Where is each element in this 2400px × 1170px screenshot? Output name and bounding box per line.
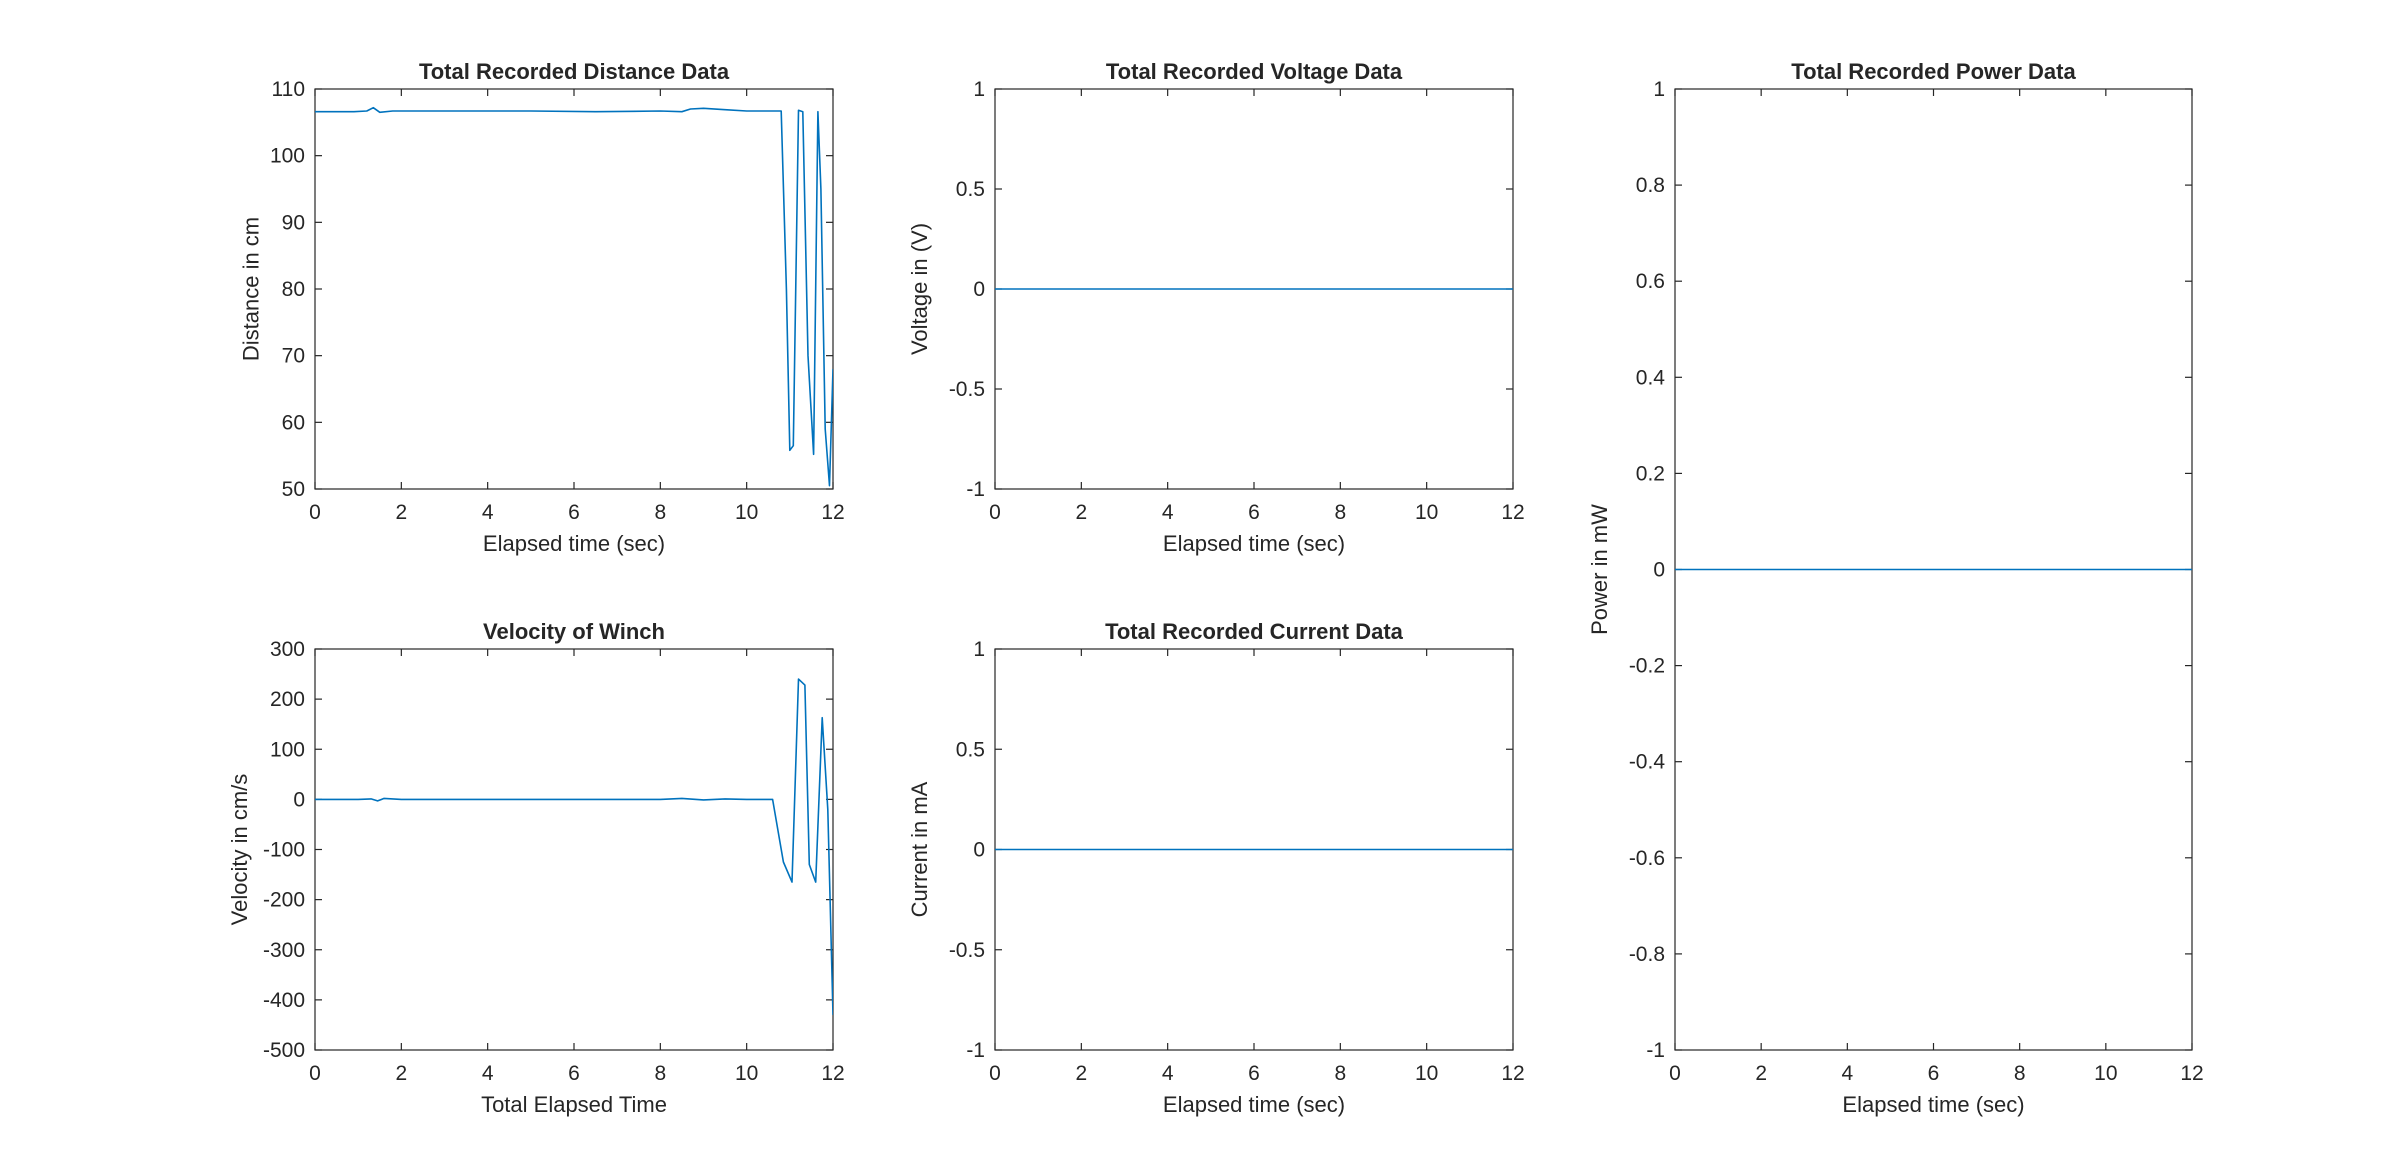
distance-y-tick-label: 70 xyxy=(282,345,305,368)
velocity-chart: 0 2 4 6 8 10 12 -500 -400 -300 -200 -100 0 100 200 300 V… xyxy=(227,619,845,1117)
velocity-x-tick-label: 2 xyxy=(395,1062,407,1085)
power-y-tick-label: -0.8 xyxy=(1629,943,1665,966)
power-y-axis-label: Power in mW xyxy=(1587,504,1612,635)
distance-y-tick-label: 100 xyxy=(270,145,305,168)
current-y-tick-label: 0 xyxy=(973,839,985,862)
power-x-tick-label: 8 xyxy=(2014,1062,2026,1085)
distance-x-tick-label: 2 xyxy=(395,501,407,524)
current-x-tick-label: 8 xyxy=(1334,1062,1346,1085)
velocity-y-tick-label: -400 xyxy=(263,989,305,1012)
velocity-x-tick-label: 0 xyxy=(309,1062,321,1085)
voltage-x-tick-label: 6 xyxy=(1248,501,1260,524)
power-y-tick-label: -0.2 xyxy=(1629,655,1665,678)
distance-y-tick-label: 110 xyxy=(272,78,305,101)
velocity-y-tick-label: -100 xyxy=(263,839,305,862)
power-x-tick-label: 6 xyxy=(1928,1062,1940,1085)
power-x-tick-label: 10 xyxy=(2094,1062,2117,1085)
current-x-tick-label: 10 xyxy=(1415,1062,1438,1085)
voltage-chart-title: Total Recorded Voltage Data xyxy=(1106,59,1403,84)
current-x-tick-label: 12 xyxy=(1501,1062,1524,1085)
voltage-x-tick-label: 10 xyxy=(1415,501,1438,524)
distance-y-tick-label: 80 xyxy=(282,278,305,301)
velocity-x-tick-label: 4 xyxy=(482,1062,494,1085)
voltage-y-tick-label: 1 xyxy=(973,78,985,101)
power-y-tick-label: -1 xyxy=(1646,1039,1665,1062)
current-x-tick-label: 0 xyxy=(989,1062,1001,1085)
distance-x-tick-label: 12 xyxy=(821,501,844,524)
current-y-axis-label: Current in mA xyxy=(907,781,932,917)
distance-x-tick-label: 4 xyxy=(482,501,494,524)
voltage-y-tick-label: 0 xyxy=(973,278,985,301)
voltage-y-tick-label: -0.5 xyxy=(949,378,985,401)
voltage-x-axis-label: Elapsed time (sec) xyxy=(1163,531,1345,556)
velocity-plot-area xyxy=(314,648,834,1051)
power-x-tick-label: 0 xyxy=(1669,1062,1681,1085)
distance-x-tick-label: 8 xyxy=(654,501,666,524)
current-x-tick-label: 2 xyxy=(1075,1062,1087,1085)
power-chart-title: Total Recorded Power Data xyxy=(1791,59,2076,84)
current-y-tick-label: -0.5 xyxy=(949,939,985,962)
distance-x-tick-label: 10 xyxy=(735,501,758,524)
current-x-tick-label: 4 xyxy=(1162,1062,1174,1085)
power-x-tick-label: 2 xyxy=(1755,1062,1767,1085)
current-y-tick-label: 1 xyxy=(973,638,985,661)
velocity-x-tick-label: 6 xyxy=(568,1062,580,1085)
velocity-y-tick-label: -300 xyxy=(263,939,305,962)
velocity-y-tick-label: -200 xyxy=(263,889,305,912)
distance-y-tick-label: 60 xyxy=(282,411,305,434)
power-x-tick-label: 4 xyxy=(1841,1062,1853,1085)
voltage-y-tick-label: 0.5 xyxy=(956,178,985,201)
velocity-y-tick-label: -500 xyxy=(263,1039,305,1062)
velocity-x-axis-label: Total Elapsed Time xyxy=(481,1092,667,1117)
power-y-tick-label: 0.6 xyxy=(1636,270,1665,293)
velocity-y-tick-label: 200 xyxy=(270,688,305,711)
voltage-x-tick-label: 8 xyxy=(1334,501,1346,524)
power-x-tick-label: 12 xyxy=(2180,1062,2203,1085)
current-y-tick-label: -1 xyxy=(966,1039,985,1062)
velocity-y-tick-label: 300 xyxy=(270,638,305,661)
velocity-x-tick-label: 10 xyxy=(735,1062,758,1085)
distance-y-tick-label: 50 xyxy=(282,478,305,501)
velocity-x-tick-label: 12 xyxy=(821,1062,844,1085)
distance-chart: 0 2 4 6 8 10 12 50 60 70 80 90 100 110 Total Recorded … xyxy=(239,59,845,556)
power-y-tick-label: 1 xyxy=(1653,78,1665,101)
distance-x-axis-label: Elapsed time (sec) xyxy=(483,531,665,556)
voltage-x-tick-label: 0 xyxy=(989,501,1001,524)
voltage-x-tick-label: 4 xyxy=(1162,501,1174,524)
voltage-chart: 0 2 4 6 8 10 12 -1 -0.5 0 0.5 1 Total Recorded Volta… xyxy=(907,59,1525,556)
velocity-series-line xyxy=(315,678,833,1015)
distance-y-axis-label: Distance in cm xyxy=(239,217,264,361)
velocity-chart-title: Velocity of Winch xyxy=(483,619,665,644)
voltage-x-tick-label: 2 xyxy=(1075,501,1087,524)
power-y-tick-label: 0.4 xyxy=(1636,366,1666,389)
power-y-tick-label: -0.6 xyxy=(1629,847,1665,870)
velocity-x-tick-label: 8 xyxy=(654,1062,666,1085)
voltage-x-tick-label: 12 xyxy=(1501,501,1524,524)
distance-plot-area xyxy=(314,88,834,490)
distance-y-tick-label: 90 xyxy=(282,211,305,234)
distance-x-tick-label: 6 xyxy=(568,501,580,524)
distance-chart-title: Total Recorded Distance Data xyxy=(419,59,730,84)
current-chart-title: Total Recorded Current Data xyxy=(1105,619,1404,644)
velocity-y-axis-label: Velocity in cm/s xyxy=(227,774,252,926)
power-y-tick-label: 0 xyxy=(1653,559,1665,582)
distance-series-line xyxy=(315,106,833,487)
current-x-axis-label: Elapsed time (sec) xyxy=(1163,1092,1345,1117)
power-chart: 0 2 4 6 8 10 12 -1 -0.8 -0.6 -0.4 -0.2 0 0.2 0.4 0.6 0.8… xyxy=(1587,59,2204,1117)
power-y-tick-label: 0.8 xyxy=(1636,174,1665,197)
voltage-y-tick-label: -1 xyxy=(966,478,985,501)
current-chart: 0 2 4 6 8 10 12 -1 -0.5 0 0.5 1 Total Recorded Curre… xyxy=(907,619,1525,1117)
voltage-y-axis-label: Voltage in (V) xyxy=(907,223,932,355)
current-x-tick-label: 6 xyxy=(1248,1062,1260,1085)
power-y-tick-label: 0.2 xyxy=(1636,462,1665,485)
power-x-axis-label: Elapsed time (sec) xyxy=(1842,1092,2024,1117)
velocity-y-tick-label: 100 xyxy=(270,738,305,761)
velocity-y-tick-label: 0 xyxy=(293,788,305,811)
power-y-tick-label: -0.4 xyxy=(1629,751,1666,774)
distance-x-tick-label: 0 xyxy=(309,501,321,524)
current-y-tick-label: 0.5 xyxy=(956,738,985,761)
